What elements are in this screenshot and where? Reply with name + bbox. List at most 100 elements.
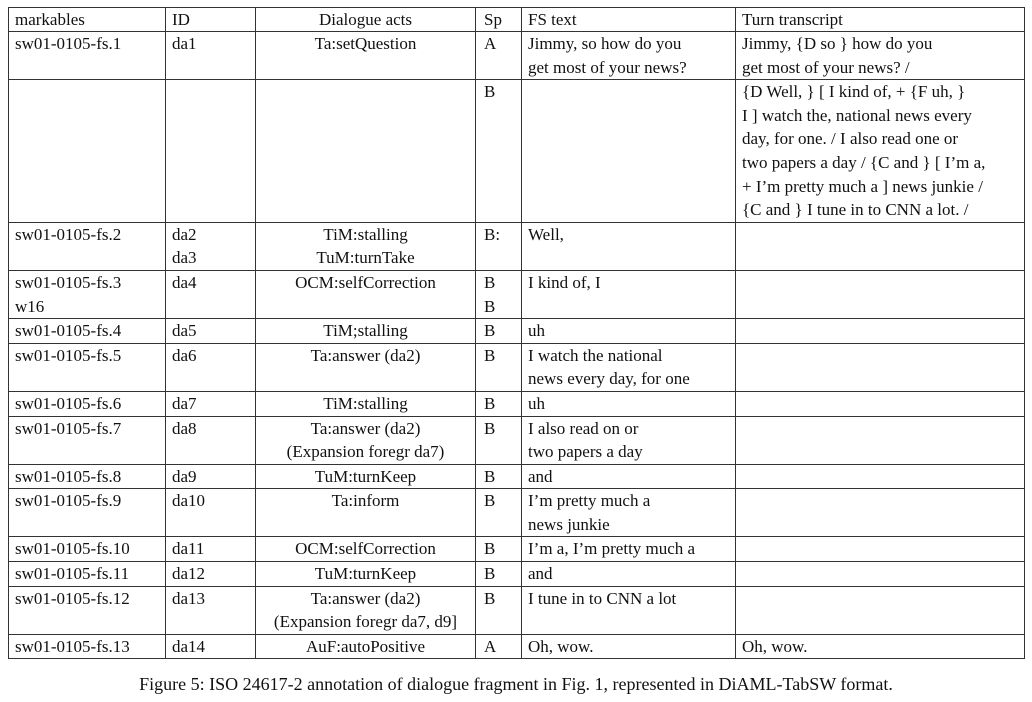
header-turn-transcript: Turn transcript (735, 7, 1025, 32)
cell-markables: sw01-0105-fs.7 (8, 415, 166, 465)
cell-turn-transcript (735, 561, 1025, 587)
cell-fs-text: Jimmy, so how do you get most of your ne… (521, 30, 736, 81)
cell-turn-transcript (735, 463, 1025, 490)
header-fs-text: FS text (521, 7, 736, 32)
cell-markables: sw01-0105-fs.8 (8, 463, 166, 490)
cell-id: da8 (165, 415, 256, 465)
cell-dialogue-acts: Ta:answer (da2) (Expansion foregr da7) (255, 415, 476, 465)
cell-turn-transcript (735, 488, 1025, 538)
table-row: sw01-0105-fs.9 da10 Ta:inform B I’m pretty m… (8, 488, 1025, 538)
cell-markables: sw01-0105-fs.13 (8, 633, 166, 660)
cell-fs-text: uh (521, 318, 736, 344)
table-row: sw01-0105-fs.3 w16 da4 OCM:selfCorrection B… (8, 269, 1025, 320)
cell-dialogue-acts: TiM:stalling (255, 390, 476, 417)
cell-fs-text: and (521, 463, 736, 490)
cell-dialogue-acts: TuM:turnKeep (255, 463, 476, 490)
cell-dialogue-acts: Ta:setQuestion (255, 30, 476, 81)
cell-id: da6 (165, 342, 256, 392)
cell-markables: sw01-0105-fs.1 (8, 30, 166, 81)
annotation-table-wrapper: markables ID Dialogue acts Sp FS text Tu… (8, 7, 1025, 660)
cell-speaker: B (475, 342, 522, 392)
cell-speaker: A (475, 30, 522, 81)
cell-speaker: B (475, 463, 522, 490)
cell-fs-text: Well, (521, 221, 736, 271)
table-row: sw01-0105-fs.2 da2 da3 TiM:stalling TuM:tu… (8, 221, 1025, 271)
cell-turn-transcript: Oh, wow. (735, 633, 1025, 660)
cell-turn-transcript: {D Well, } [ I kind of, + {F uh, } I ] w… (735, 79, 1025, 223)
cell-dialogue-acts: OCM:selfCorrection (255, 269, 476, 320)
cell-dialogue-acts: Ta:answer (da2) (255, 342, 476, 392)
cell-fs-text: I watch the national news every day, for… (521, 342, 736, 392)
cell-dialogue-acts: TiM:stalling TuM:turnTake (255, 221, 476, 271)
cell-markables: sw01-0105-fs.5 (8, 342, 166, 392)
cell-id: da5 (165, 318, 256, 344)
cell-dialogue-acts: AuF:autoPositive (255, 633, 476, 660)
cell-fs-text: Oh, wow. (521, 633, 736, 660)
cell-id: da9 (165, 463, 256, 490)
cell-id: da2 da3 (165, 221, 256, 271)
cell-speaker: B (475, 536, 522, 563)
table-row: sw01-0105-fs.5 da6 Ta:answer (da2) B I watch… (8, 342, 1025, 392)
table-row: sw01-0105-fs.10 da11 OCM:selfCorrection B I’… (8, 536, 1025, 563)
header-id: ID (165, 7, 256, 32)
cell-markables (8, 79, 166, 223)
cell-dialogue-acts: TuM:turnKeep (255, 561, 476, 587)
table-row: sw01-0105-fs.12 da13 Ta:answer (da2) (Expa… (8, 585, 1025, 635)
cell-id: da11 (165, 536, 256, 563)
cell-dialogue-acts: OCM:selfCorrection (255, 536, 476, 563)
header-markables: markables (8, 7, 166, 32)
annotation-table: markables ID Dialogue acts Sp FS text Tu… (8, 7, 1025, 660)
cell-turn-transcript (735, 536, 1025, 563)
cell-markables: sw01-0105-fs.9 (8, 488, 166, 538)
cell-turn-transcript (735, 269, 1025, 320)
table-row: sw01-0105-fs.13 da14 AuF:autoPositive A Oh, … (8, 633, 1025, 660)
cell-turn-transcript (735, 342, 1025, 392)
cell-speaker: B B (475, 269, 522, 320)
cell-markables: sw01-0105-fs.12 (8, 585, 166, 635)
cell-markables: sw01-0105-fs.3 w16 (8, 269, 166, 320)
cell-fs-text: I also read on or two papers a day (521, 415, 736, 465)
cell-fs-text: uh (521, 390, 736, 417)
cell-id: da7 (165, 390, 256, 417)
cell-id: da12 (165, 561, 256, 587)
cell-dialogue-acts: Ta:answer (da2) (Expansion foregr da7, d… (255, 585, 476, 635)
cell-turn-transcript: Jimmy, {D so } how do you get most of yo… (735, 30, 1025, 81)
table-row: sw01-0105-fs.7 da8 Ta:answer (da2) (Expans… (8, 415, 1025, 465)
cell-turn-transcript (735, 318, 1025, 344)
table-row: B {D Well, } [ I kind of, + {F uh, } I ] … (8, 79, 1025, 223)
cell-id: da13 (165, 585, 256, 635)
cell-markables: sw01-0105-fs.2 (8, 221, 166, 271)
cell-id: da14 (165, 633, 256, 660)
cell-dialogue-acts (255, 79, 476, 223)
cell-speaker: B (475, 561, 522, 587)
figure-caption: Figure 5: ISO 24617-2 annotation of dial… (139, 674, 893, 694)
cell-fs-text: I’m pretty much a news junkie (521, 488, 736, 538)
cell-dialogue-acts: TiM;stalling (255, 318, 476, 344)
cell-markables: sw01-0105-fs.10 (8, 536, 166, 563)
cell-id: da1 (165, 30, 256, 81)
header-speaker: Sp (475, 7, 522, 32)
cell-markables: sw01-0105-fs.6 (8, 390, 166, 417)
cell-fs-text: I tune in to CNN a lot (521, 585, 736, 635)
cell-fs-text: and (521, 561, 736, 587)
cell-speaker: B (475, 585, 522, 635)
cell-markables: sw01-0105-fs.11 (8, 561, 166, 587)
cell-id: da4 (165, 269, 256, 320)
cell-turn-transcript (735, 390, 1025, 417)
cell-speaker: B (475, 318, 522, 344)
cell-speaker: B (475, 390, 522, 417)
cell-id (165, 79, 256, 223)
cell-fs-text: I kind of, I (521, 269, 736, 320)
cell-fs-text (521, 79, 736, 223)
cell-speaker: B (475, 415, 522, 465)
table-header-row: markables ID Dialogue acts Sp FS text Tu… (8, 7, 1025, 32)
cell-fs-text: I’m a, I’m pretty much a (521, 536, 736, 563)
table-body: sw01-0105-fs.1 da1 Ta:setQuestion A Jimmy, s… (8, 30, 1025, 660)
cell-speaker: B (475, 488, 522, 538)
cell-speaker: B: (475, 221, 522, 271)
cell-dialogue-acts: Ta:inform (255, 488, 476, 538)
table-row: sw01-0105-fs.1 da1 Ta:setQuestion A Jimmy, s… (8, 30, 1025, 81)
